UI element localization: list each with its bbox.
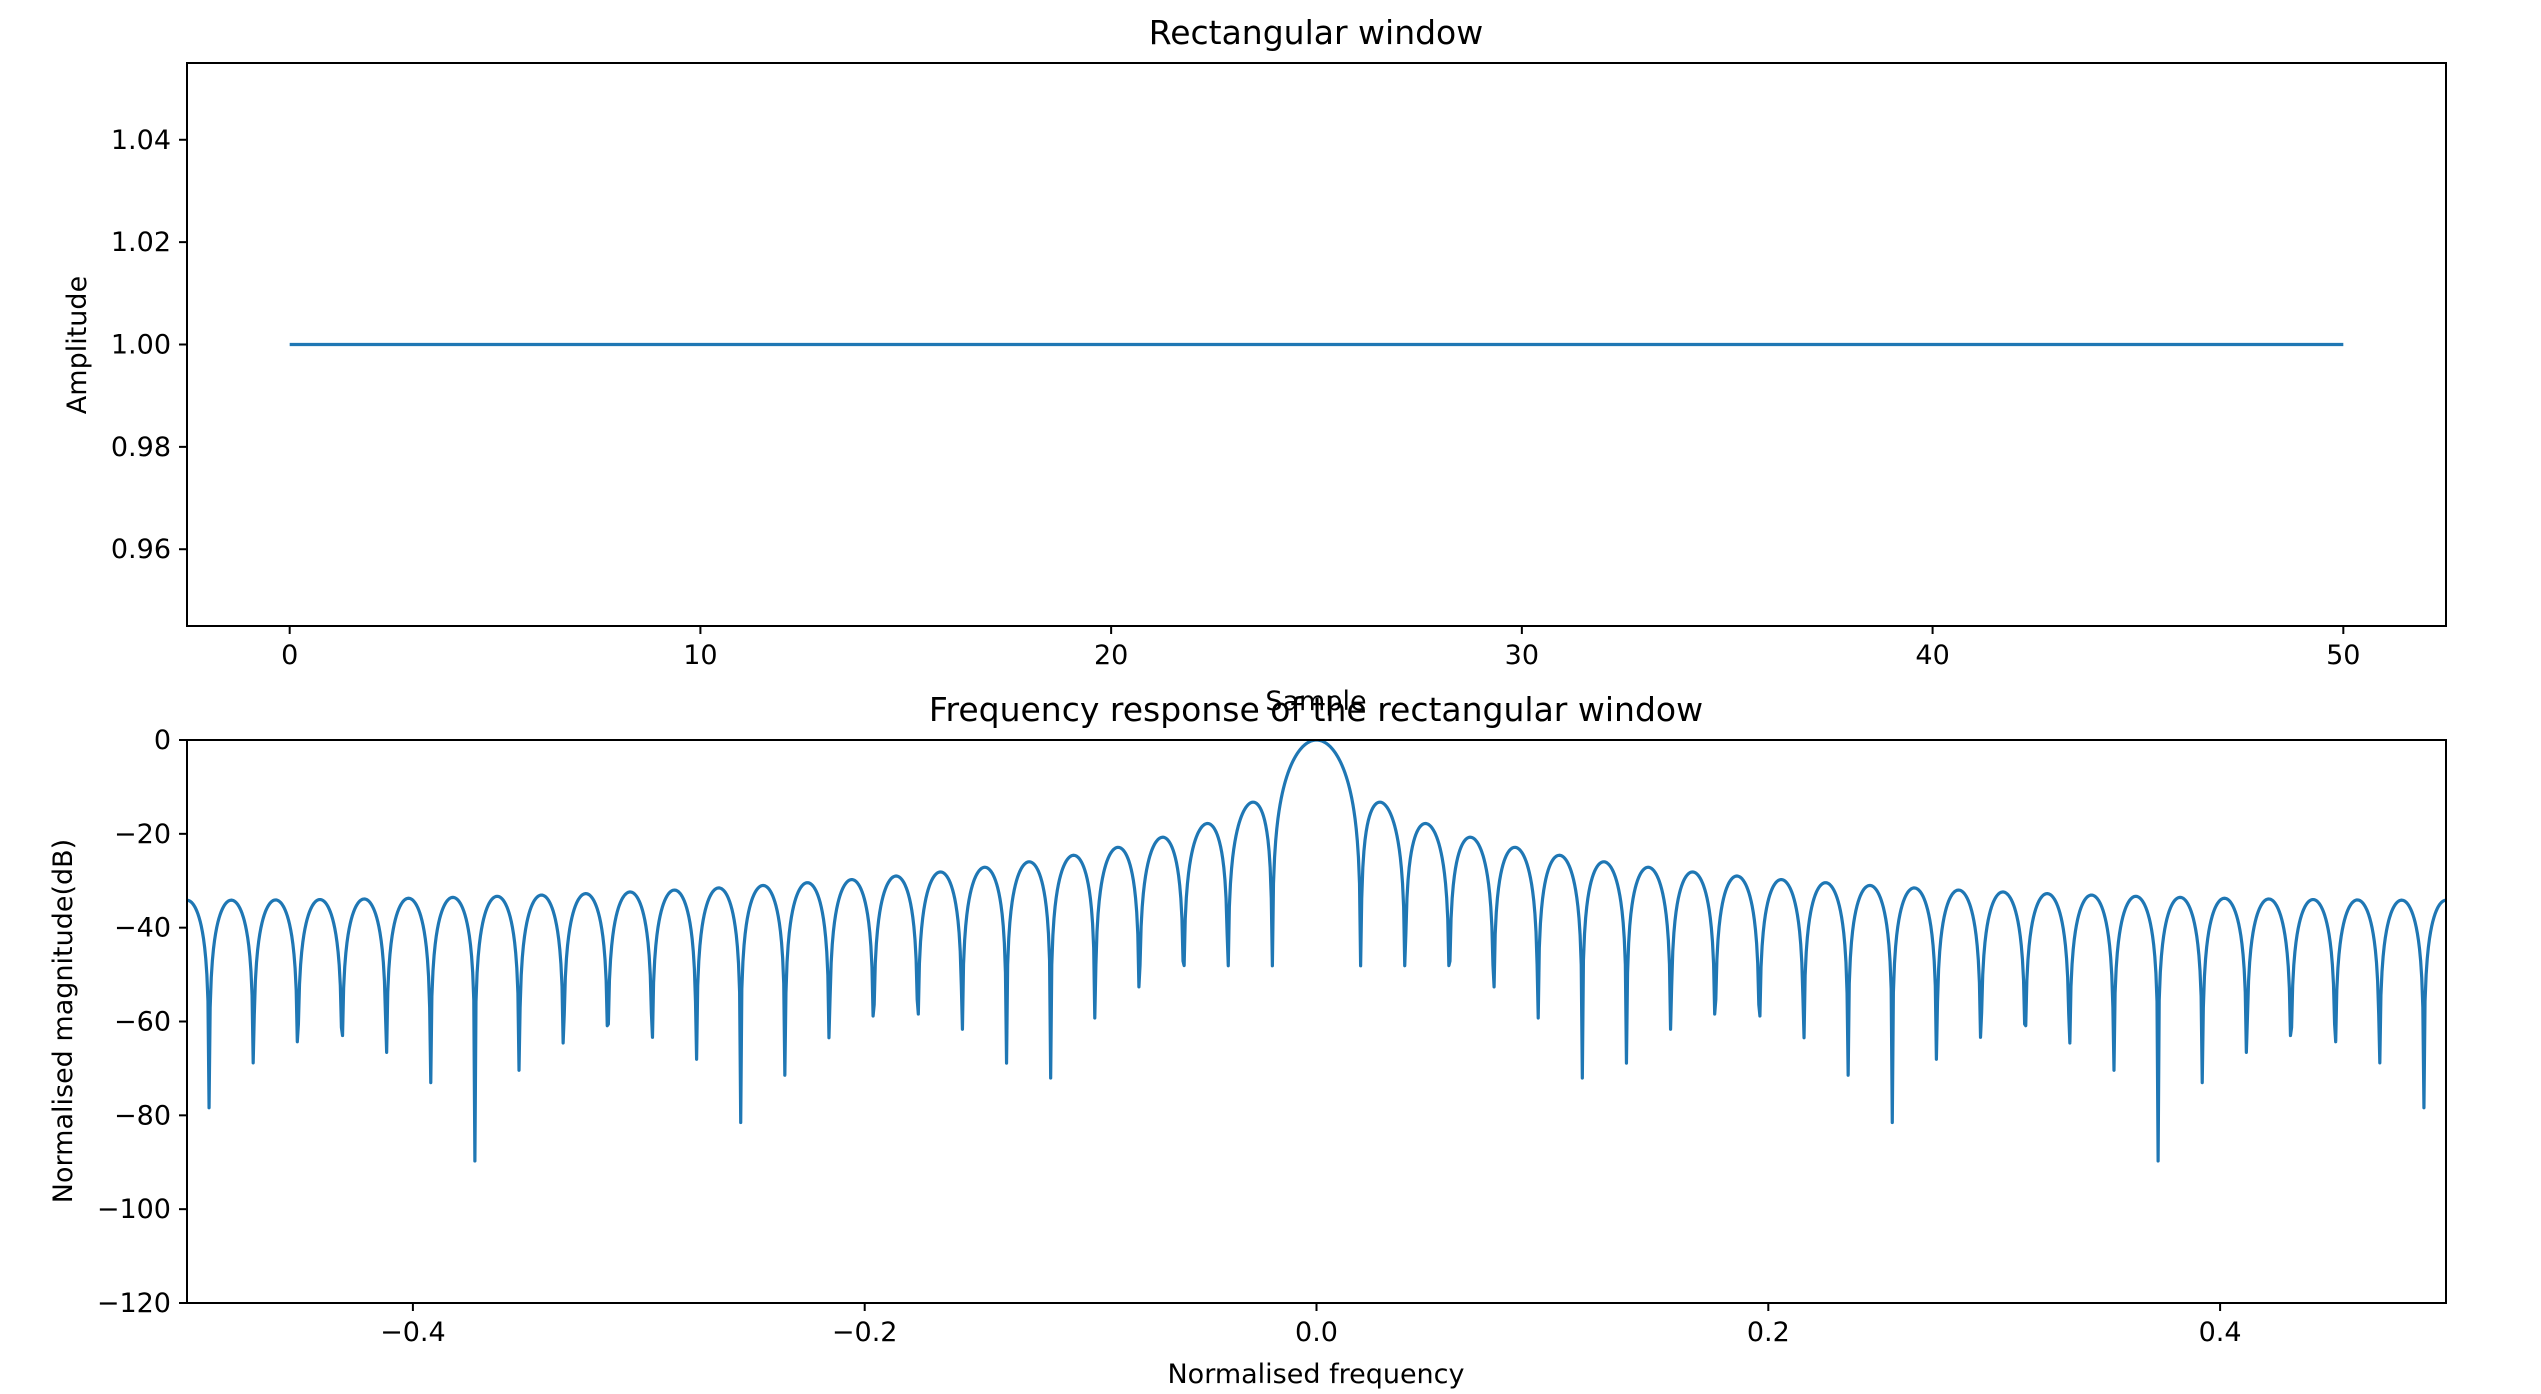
frequency-y-tick-label: −60	[114, 1007, 171, 1038]
frequency-x-tick-label: 0.2	[1747, 1317, 1790, 1348]
window-plot-title: Rectangular window	[1149, 13, 1483, 52]
frequency-y-tick-label: 0	[154, 725, 171, 756]
window-x-label: Sample	[1265, 686, 1366, 717]
window-x-tick-label: 0	[281, 640, 298, 671]
window-y-tick-label: 0.96	[111, 534, 171, 565]
window-plot-frame	[186, 62, 2447, 627]
frequency-y-label: Normalised magnitude(dB)	[48, 839, 79, 1203]
window-x-tick-label: 10	[683, 640, 717, 671]
window-x-tick-label: 30	[1505, 640, 1539, 671]
window-x-tick-label: 20	[1094, 640, 1128, 671]
frequency-y-tick-label: −120	[97, 1288, 171, 1319]
frequency-x-ticks: −0.4 −0.2 0.0 0.2 0.4	[380, 1303, 2242, 1348]
window-x-tick-label: 40	[1915, 640, 1949, 671]
frequency-plot-title: Frequency response of the rectangular wi…	[929, 690, 1703, 729]
window-plot: Rectangular window 0 10 20 30 40 50 0.96 0.98 1…	[62, 13, 2447, 717]
frequency-x-label: Normalised frequency	[1167, 1359, 1464, 1390]
frequency-plot-frame	[186, 739, 2447, 1304]
window-y-label: Amplitude	[62, 276, 93, 414]
window-x-tick-label: 50	[2326, 640, 2360, 671]
window-y-tick-label: 1.00	[111, 330, 171, 361]
frequency-plot: Frequency response of the rectangular wi…	[48, 690, 2447, 1390]
frequency-y-ticks: −120 −100 −80 −60 −40 −20 0	[97, 725, 187, 1319]
window-y-ticks: 0.96 0.98 1.00 1.02 1.04	[111, 125, 187, 565]
frequency-x-tick-label: −0.4	[380, 1317, 446, 1348]
frequency-x-tick-label: 0.4	[2199, 1317, 2242, 1348]
window-y-tick-label: 1.04	[111, 125, 171, 156]
window-x-ticks: 0 10 20 30 40 50	[281, 626, 2360, 671]
frequency-y-tick-label: −20	[114, 819, 171, 850]
frequency-x-tick-label: 0.0	[1295, 1317, 1338, 1348]
window-y-tick-label: 1.02	[111, 227, 171, 258]
frequency-x-tick-label: −0.2	[832, 1317, 898, 1348]
frequency-y-tick-label: −80	[114, 1100, 171, 1131]
frequency-y-tick-label: −40	[114, 913, 171, 944]
frequency-y-tick-label: −100	[97, 1194, 171, 1225]
frequency-response-line	[187, 740, 2446, 1163]
frequency-response-series	[187, 740, 2446, 1163]
window-y-tick-label: 0.98	[111, 432, 171, 463]
